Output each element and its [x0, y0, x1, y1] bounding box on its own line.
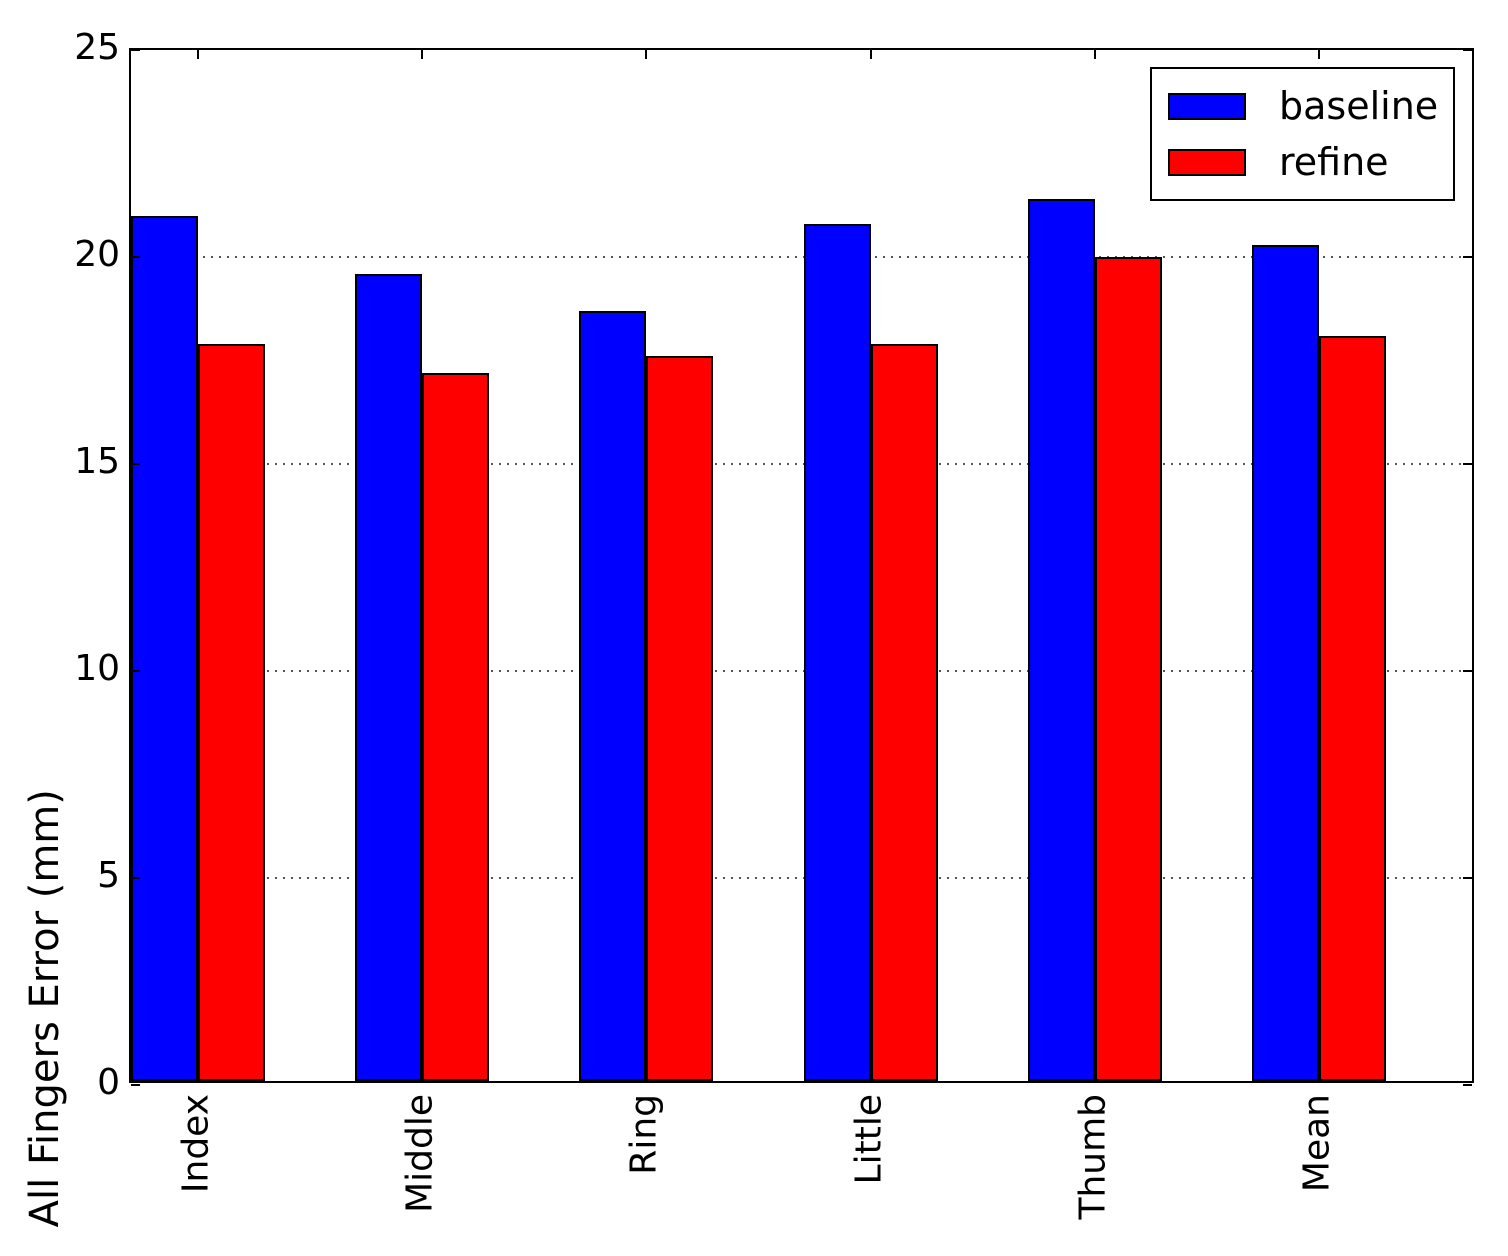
xtick-label-text-little: Little — [848, 1094, 889, 1185]
bar-refine-little — [870, 344, 938, 1081]
legend-entry-refine: refine — [1168, 140, 1435, 184]
xtick-label-middle: Middle — [400, 1094, 441, 1222]
xtick-mark-top-little — [869, 50, 872, 59]
legend-swatch-baseline — [1168, 92, 1246, 120]
bar-refine-index — [198, 344, 265, 1081]
ytick-mark-right-0 — [1463, 1084, 1472, 1086]
xtick-mark-top-mean — [1317, 50, 1320, 59]
ytick-mark-right-20 — [1463, 256, 1472, 258]
bar-refine-mean — [1318, 336, 1386, 1081]
ytick-label-0: 0 — [97, 1062, 120, 1103]
xtick-label-text-mean: Mean — [1296, 1094, 1338, 1193]
legend: baseline refine — [1150, 67, 1455, 201]
bar-baseline-index — [131, 216, 198, 1081]
legend-label-refine: refine — [1279, 140, 1389, 184]
ytick-mark-right-15 — [1463, 463, 1472, 465]
ytick-mark-right-10 — [1463, 670, 1472, 672]
bar-baseline-thumb — [1027, 199, 1095, 1081]
ytick-label-15: 15 — [74, 441, 120, 482]
xtick-label-text-ring: Ring — [623, 1094, 665, 1175]
ytick-mark-left-5 — [131, 877, 140, 879]
xtick-mark-bottom-little — [869, 1072, 872, 1081]
ytick-mark-right-25 — [1463, 49, 1472, 51]
xtick-mark-bottom-mean — [1317, 1072, 1320, 1081]
xtick-label-text-thumb: Thumb — [1072, 1094, 1114, 1220]
legend-entry-baseline: baseline — [1168, 84, 1439, 128]
plot-area — [129, 48, 1474, 1086]
xtick-mark-bottom-middle — [421, 1072, 424, 1081]
xtick-label-text-index: Index — [175, 1094, 217, 1194]
xtick-mark-top-index — [197, 50, 199, 59]
ytick-label-25: 25 — [74, 27, 120, 68]
bar-refine-middle — [422, 373, 490, 1081]
xtick-mark-bottom-index — [197, 1072, 199, 1081]
xtick-label-mean: Mean — [1296, 1094, 1337, 1201]
bar-baseline-middle — [355, 274, 423, 1081]
gridline-5 — [131, 877, 1472, 879]
xtick-label-index: Index — [176, 1094, 217, 1202]
y-axis-label: All Fingers Error (mm) — [22, 789, 68, 1237]
xtick-label-thumb: Thumb — [1072, 1094, 1113, 1229]
bar-baseline-mean — [1251, 245, 1319, 1081]
gridline-10 — [131, 670, 1472, 672]
ytick-label-20: 20 — [74, 234, 120, 275]
ytick-label-5: 5 — [97, 855, 120, 896]
xtick-label-text-middle: Middle — [399, 1094, 441, 1213]
ytick-label-10: 10 — [74, 648, 120, 689]
xtick-mark-top-thumb — [1093, 50, 1096, 59]
xtick-mark-top-middle — [421, 50, 424, 59]
ytick-mark-left-0 — [131, 1084, 140, 1086]
legend-label-baseline: baseline — [1279, 84, 1439, 128]
gridline-20 — [131, 256, 1472, 258]
ytick-mark-right-5 — [1463, 877, 1472, 879]
ytick-mark-left-10 — [131, 670, 140, 672]
xtick-mark-bottom-ring — [645, 1072, 648, 1081]
ytick-mark-left-20 — [131, 256, 140, 258]
xtick-label-little: Little — [848, 1094, 889, 1193]
bar-refine-thumb — [1094, 257, 1162, 1081]
legend-swatch-refine — [1168, 148, 1246, 176]
y-axis-label-text: All Fingers Error (mm) — [22, 789, 68, 1228]
xtick-mark-bottom-thumb — [1093, 1072, 1096, 1081]
ytick-mark-left-25 — [131, 49, 140, 51]
gridline-15 — [131, 463, 1472, 465]
xtick-mark-top-ring — [645, 50, 648, 59]
bar-baseline-little — [803, 224, 871, 1081]
bar-baseline-ring — [579, 311, 647, 1081]
xtick-label-ring: Ring — [624, 1094, 665, 1184]
ytick-mark-left-15 — [131, 463, 140, 465]
bar-refine-ring — [646, 356, 714, 1081]
